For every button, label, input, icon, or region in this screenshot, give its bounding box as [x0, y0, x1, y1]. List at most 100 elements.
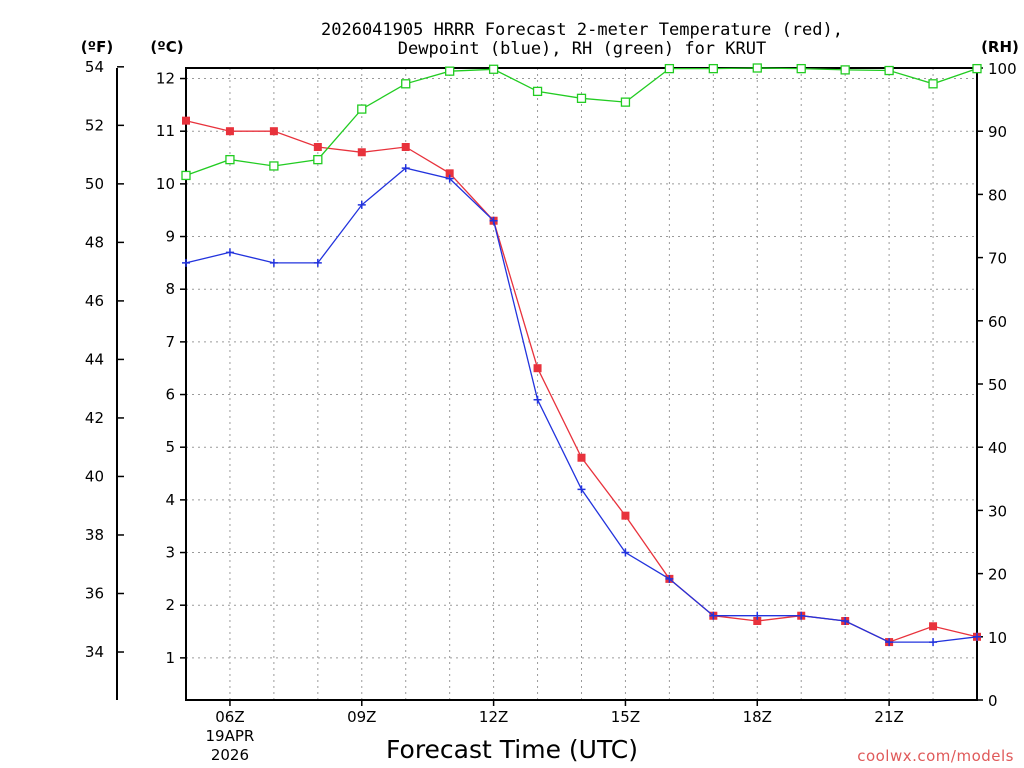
celsius-tick-label: 11 [156, 122, 175, 140]
grid [185, 68, 978, 700]
rh-tick-label: 40 [988, 439, 1007, 457]
rh-point [620, 97, 631, 107]
temperature-point [182, 116, 190, 125]
temperature-point [225, 127, 234, 136]
x-tick-label: 09Z [347, 708, 376, 726]
rh-point [313, 154, 323, 165]
dewpoint-point [973, 632, 981, 641]
temperature-point [929, 622, 938, 631]
fahrenheit-tick-label: 54 [85, 58, 104, 76]
dewpoint-point [533, 395, 542, 404]
chart-title-line1: 2026041905 HRRR Forecast 2-meter Tempera… [321, 20, 843, 40]
dewpoint-point [225, 248, 234, 257]
rh-tick-label: 10 [988, 629, 1007, 647]
rh-point [972, 63, 982, 74]
temperature-point [753, 617, 762, 625]
x-tick-label: 06Z [215, 708, 244, 726]
dewpoint-point [885, 638, 894, 647]
rh-point [488, 64, 499, 74]
x-tick-label: 15Z [611, 708, 640, 726]
rh-tick-label: 20 [988, 566, 1007, 584]
fahrenheit-tick-label: 44 [85, 350, 104, 368]
dewpoint-point [797, 611, 806, 620]
celsius-tick-label: 6 [165, 386, 175, 404]
credit-text: coolwx.com/models [857, 747, 1014, 765]
rh-point [796, 63, 806, 74]
rh-tick-label: 50 [988, 376, 1007, 394]
dewpoint-point [841, 617, 850, 625]
dewpoint-point [577, 485, 586, 494]
temperature-point [445, 169, 454, 178]
rh-point [928, 79, 938, 89]
fahrenheit-tick-label: 46 [85, 292, 104, 310]
fahrenheit-tick-label: 34 [85, 643, 104, 661]
chart-title-line2: Dewpoint (blue), RH (green) for KRUT [398, 39, 766, 59]
rh-point [445, 66, 455, 76]
x-tick-label: 21Z [874, 708, 903, 726]
fahrenheit-unit-label: (ºF) [81, 38, 113, 56]
temperature-point [533, 364, 542, 373]
fahrenheit-tick-label: 40 [85, 467, 104, 485]
celsius-tick-label: 5 [165, 438, 175, 456]
axis-ticks: 1234567891011123436384042444648505254010… [85, 58, 1017, 764]
x-tick-year-label: 2026 [211, 746, 249, 764]
rh-tick-label: 30 [988, 502, 1007, 520]
celsius-tick-label: 9 [165, 228, 175, 246]
dewpoint-point [753, 611, 762, 620]
fahrenheit-tick-label: 48 [85, 233, 104, 251]
dewpoint-point [929, 638, 938, 647]
rh-point [225, 154, 235, 165]
celsius-tick-label: 8 [165, 280, 175, 298]
x-tick-label: 18Z [743, 708, 772, 726]
rh-point [357, 104, 367, 114]
rh-point [269, 161, 279, 171]
dewpoint-point [445, 174, 454, 183]
fahrenheit-tick-label: 42 [85, 409, 104, 427]
x-tick-date-label: 19APR [206, 727, 255, 745]
rh-tick-label: 80 [988, 186, 1007, 204]
dewpoint-point [621, 548, 630, 557]
rh-point [664, 63, 675, 74]
rh-point [401, 79, 411, 89]
rh-unit-label: (RH) [981, 38, 1019, 56]
temperature-point [269, 127, 278, 136]
celsius-tick-label: 12 [156, 70, 175, 88]
celsius-tick-label: 2 [165, 596, 175, 614]
rh-tick-label: 60 [988, 313, 1007, 331]
rh-point [576, 93, 587, 103]
rh-tick-label: 90 [988, 123, 1007, 141]
temperature-point [313, 143, 322, 151]
fahrenheit-tick-label: 52 [85, 116, 104, 134]
dewpoint-point [182, 258, 190, 267]
dewpoint-point [313, 258, 322, 267]
celsius-tick-label: 4 [165, 491, 175, 509]
rh-tick-label: 70 [988, 250, 1007, 268]
rh-point [752, 63, 762, 73]
temperature-point [621, 511, 630, 520]
rh-point [708, 63, 718, 74]
dewpoint-point [269, 258, 278, 267]
rh-point [181, 170, 191, 181]
fahrenheit-tick-label: 36 [85, 584, 104, 602]
series [181, 63, 982, 647]
dewpoint-point [357, 200, 366, 209]
temperature-point [357, 148, 366, 157]
rh-point [884, 65, 894, 76]
dewpoint-point [709, 611, 718, 620]
fahrenheit-tick-label: 38 [85, 526, 104, 544]
x-tick-label: 12Z [479, 708, 508, 726]
dewpoint-point [401, 164, 410, 173]
celsius-tick-label: 10 [156, 175, 175, 193]
rh-point [840, 65, 850, 75]
celsius-unit-label: (ºC) [150, 38, 183, 56]
x-axis-label: Forecast Time (UTC) [386, 735, 638, 764]
celsius-tick-label: 7 [165, 333, 175, 351]
celsius-tick-label: 3 [165, 544, 175, 562]
rh-tick-label: 0 [988, 692, 998, 710]
rh-point [532, 86, 543, 97]
celsius-tick-label: 1 [165, 649, 175, 667]
dewpoint-point [489, 216, 498, 225]
fahrenheit-tick-label: 50 [85, 175, 104, 193]
rh-tick-label: 100 [988, 60, 1017, 78]
